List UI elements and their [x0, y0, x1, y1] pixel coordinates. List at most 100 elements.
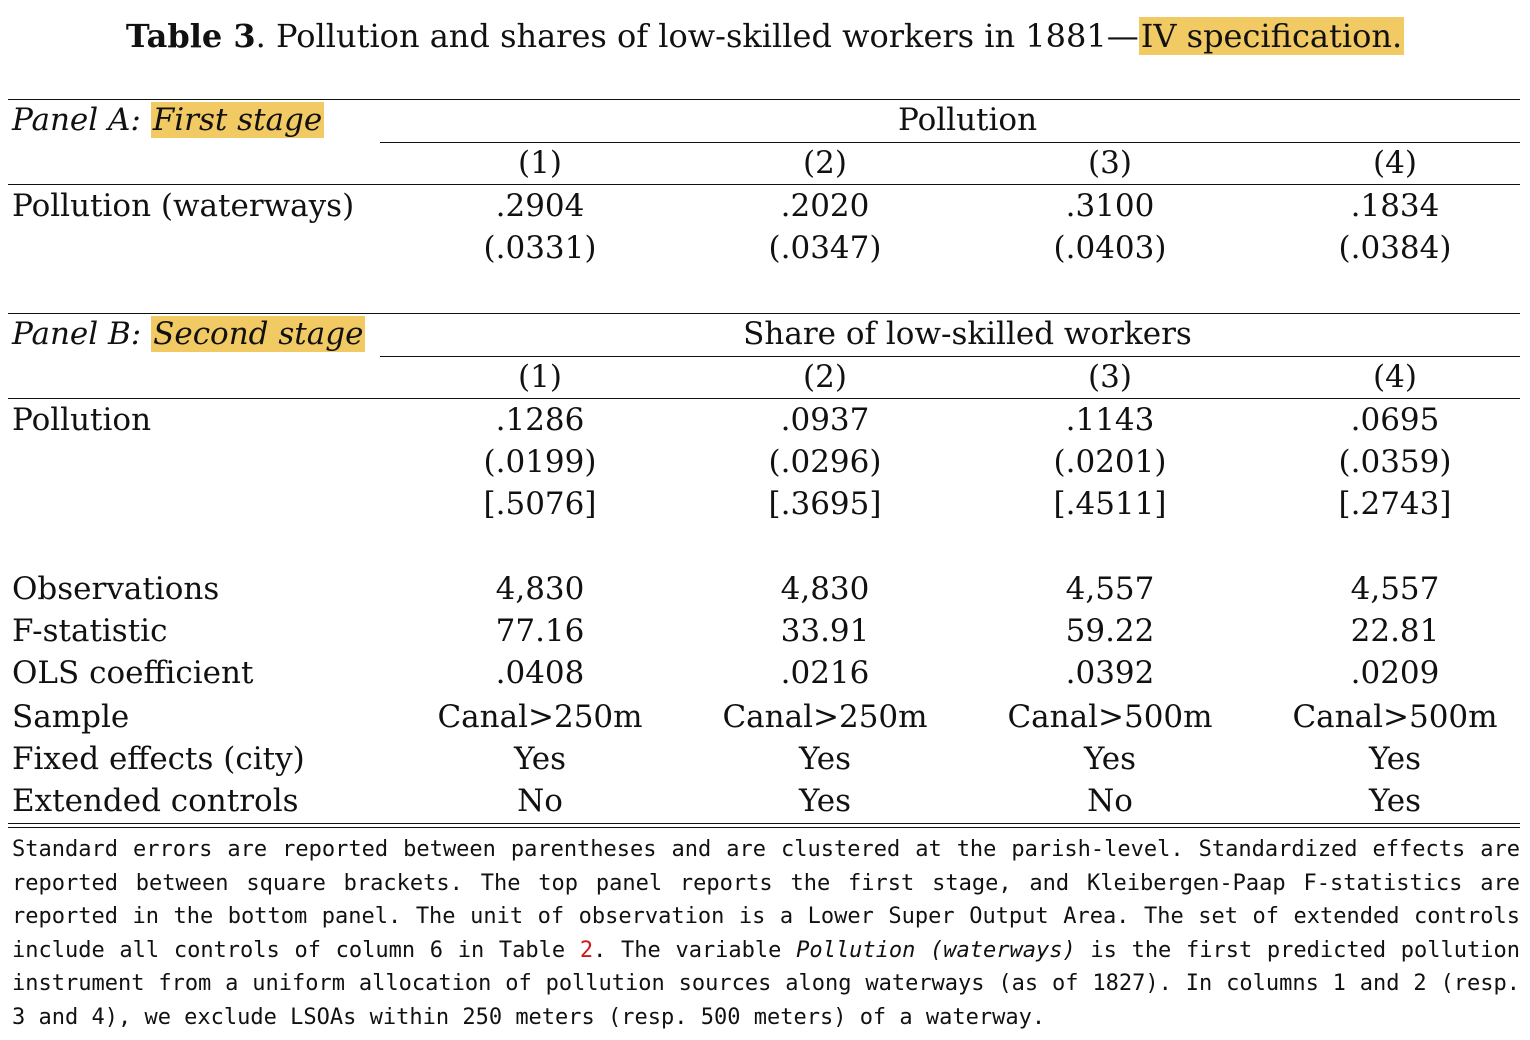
table-row: Extended controls No Yes No Yes [0, 780, 1530, 822]
table-row: Sample Canal>250m Canal>250m Canal>500m … [0, 696, 1530, 738]
row-label: F-statistic [12, 613, 168, 649]
cell: .0937 [780, 402, 870, 438]
col-number: (3) [1088, 359, 1132, 395]
row-label: Pollution [12, 402, 152, 438]
panel-a-highlight: First stage [150, 102, 325, 138]
cell: 4,557 [1065, 571, 1155, 607]
table-caption: Table 3. Pollution and shares of low-ski… [0, 14, 1530, 58]
panel-a-prefix: Panel A: [12, 102, 151, 138]
cell: .0408 [495, 655, 585, 691]
cell: (.0199) [483, 444, 597, 480]
col-number: (1) [518, 359, 562, 395]
notes-text: . The variable [593, 937, 797, 963]
panel-b-mid-rule [8, 398, 1520, 399]
table-reference-link[interactable]: 2 [579, 937, 594, 963]
cell: .2020 [780, 188, 870, 224]
col-number: (2) [803, 145, 847, 181]
cell: Canal>250m [437, 699, 643, 735]
caption-highlight: IV specification. [1138, 17, 1405, 55]
cell: [.5076] [483, 486, 597, 522]
table-label: Table 3 [125, 17, 256, 55]
cell: (.0384) [1338, 230, 1452, 266]
panel-a-sub-rule [380, 142, 1520, 143]
top-rule [8, 99, 1520, 100]
cell: .2904 [495, 188, 585, 224]
cell: Yes [798, 783, 852, 819]
row-label: Pollution (waterways) [12, 188, 355, 224]
table-row: (.0331) (.0347) (.0403) (.0384) [0, 227, 1530, 269]
cell: 33.91 [780, 613, 870, 649]
panel-b-dependent-var: Share of low-skilled workers [743, 316, 1192, 352]
cell: (.0403) [1053, 230, 1167, 266]
table-row: F-statistic 77.16 33.91 59.22 22.81 [0, 610, 1530, 652]
cell: [.4511] [1053, 486, 1167, 522]
cell: Canal>500m [1292, 699, 1498, 735]
cell: .1834 [1350, 188, 1440, 224]
row-label: Observations [12, 571, 220, 607]
table-row: Pollution (waterways) .2904 .2020 .3100 … [0, 185, 1530, 227]
table-row: Fixed effects (city) Yes Yes Yes Yes [0, 738, 1530, 780]
col-number: (4) [1373, 359, 1417, 395]
cell: (.0201) [1053, 444, 1167, 480]
panel-b-prefix: Panel B: [12, 316, 152, 352]
notes-variable-name: Pollution (waterways) [796, 937, 1076, 963]
cell: .0695 [1350, 402, 1440, 438]
cell: Yes [1368, 783, 1422, 819]
cell: (.0359) [1338, 444, 1452, 480]
cell: 4,557 [1350, 571, 1440, 607]
panel-a-column-numbers: (1) (2) (3) (4) [0, 142, 1530, 184]
cell: [.3695] [768, 486, 882, 522]
panel-b-sub-rule [380, 356, 1520, 357]
cell: .1286 [495, 402, 585, 438]
cell: .3100 [1065, 188, 1155, 224]
cell: Yes [513, 741, 567, 777]
row-label: Sample [12, 699, 130, 735]
cell: Yes [798, 741, 852, 777]
table-row: Observations 4,830 4,830 4,557 4,557 [0, 568, 1530, 610]
cell: Canal>250m [722, 699, 928, 735]
cell: (.0296) [768, 444, 882, 480]
bottom-rule-1 [8, 823, 1520, 824]
cell: [.2743] [1338, 486, 1452, 522]
col-number: (2) [803, 359, 847, 395]
table-row: Pollution .1286 .0937 .1143 .0695 [0, 399, 1530, 441]
col-number: (4) [1373, 145, 1417, 181]
panel-b-header-row: Panel B: Second stage Share of low-skill… [0, 313, 1530, 355]
cell: No [1087, 783, 1133, 819]
notes-text: Standard errors are reported between par… [12, 837, 1520, 963]
col-number: (3) [1088, 145, 1132, 181]
row-label: Fixed effects (city) [12, 741, 305, 777]
row-label: Extended controls [12, 783, 299, 819]
cell: (.0347) [768, 230, 882, 266]
cell: (.0331) [483, 230, 597, 266]
cell: Canal>500m [1007, 699, 1213, 735]
table-notes: Standard errors are reported between par… [12, 833, 1520, 1034]
panel-b-top-rule [8, 313, 1520, 314]
table-row: (.0199) (.0296) (.0201) (.0359) [0, 441, 1530, 483]
cell: Yes [1368, 741, 1422, 777]
cell: No [517, 783, 563, 819]
panel-a-label: Panel A: First stage [12, 99, 325, 141]
notes-text: is the first predicted pollution instrum… [12, 937, 1521, 1030]
bottom-rule-2 [8, 827, 1520, 828]
panel-b-column-numbers: (1) (2) (3) (4) [0, 356, 1530, 398]
cell: 22.81 [1350, 613, 1440, 649]
cell: 4,830 [780, 571, 870, 607]
row-label: OLS coefficient [12, 655, 254, 691]
cell: 59.22 [1065, 613, 1155, 649]
cell: Yes [1083, 741, 1137, 777]
cell: 4,830 [495, 571, 585, 607]
panel-a-header-row: Panel A: First stage Pollution [0, 99, 1530, 141]
panel-b-label: Panel B: Second stage [12, 313, 366, 355]
panel-a-dependent-var: Pollution [897, 102, 1038, 138]
cell: .0392 [1065, 655, 1155, 691]
cell: 77.16 [495, 613, 585, 649]
panel-b-highlight: Second stage [151, 316, 366, 352]
caption-text: . Pollution and shares of low-skilled wo… [255, 17, 1139, 55]
table-row: OLS coefficient .0408 .0216 .0392 .0209 [0, 652, 1530, 694]
col-number: (1) [518, 145, 562, 181]
cell: .0216 [780, 655, 870, 691]
table-row: [.5076] [.3695] [.4511] [.2743] [0, 483, 1530, 525]
cell: .0209 [1350, 655, 1440, 691]
cell: .1143 [1065, 402, 1155, 438]
